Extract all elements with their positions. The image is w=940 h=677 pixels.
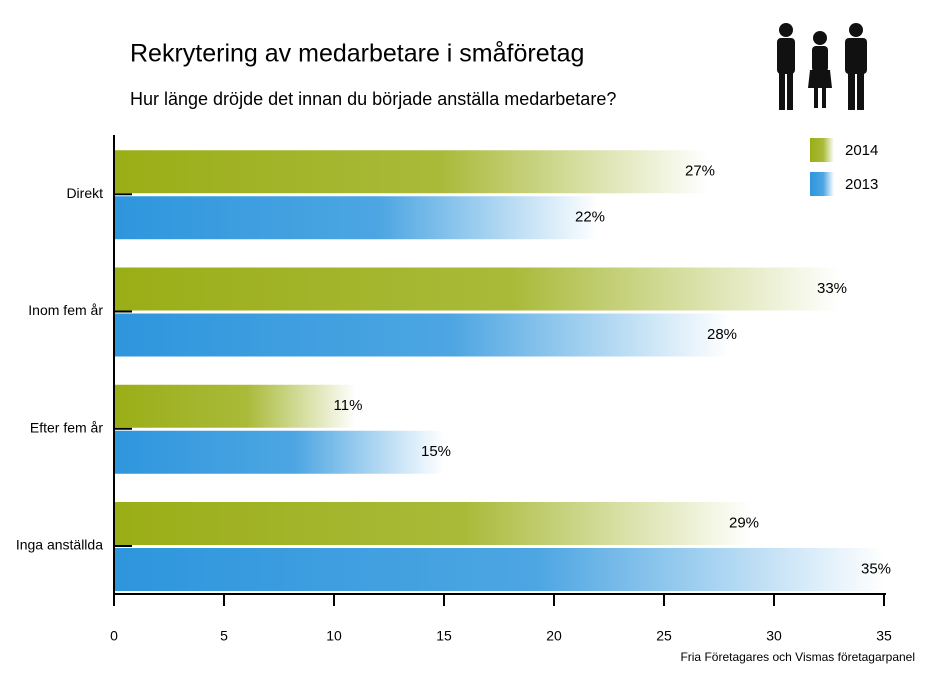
y-tick-label: Inom fem år <box>28 302 103 318</box>
legend-swatch <box>810 172 834 196</box>
people-icon <box>777 23 867 110</box>
value-label: 22% <box>575 209 605 226</box>
value-label: 27% <box>685 163 715 180</box>
value-label: 28% <box>707 326 737 343</box>
legend-label: 2013 <box>845 176 878 193</box>
chart-title: Rekrytering av medarbetare i småföretag <box>130 40 584 68</box>
x-tick-label: 15 <box>436 628 452 644</box>
value-label: 29% <box>729 514 759 531</box>
chart-subtitle: Hur länge dröjde det innan du började an… <box>130 89 616 109</box>
bar <box>114 502 752 545</box>
x-tick-label: 0 <box>110 628 118 644</box>
bar <box>114 430 444 474</box>
legend-label: 2014 <box>845 142 878 159</box>
legend-swatch <box>810 138 834 162</box>
bar <box>114 150 708 194</box>
value-label: 15% <box>421 443 451 460</box>
bar <box>114 548 884 591</box>
bar <box>114 384 356 428</box>
y-tick-label: Inga anställda <box>16 537 103 553</box>
x-tick-label: 5 <box>220 628 228 644</box>
x-tick-label: 20 <box>546 628 562 644</box>
bar <box>114 313 730 357</box>
x-tick-label: 35 <box>876 628 892 644</box>
source-note: Fria Företagares och Vismas företagarpan… <box>680 650 915 664</box>
value-label: 35% <box>861 560 891 577</box>
x-tick-label: 25 <box>656 628 672 644</box>
x-tick-label: 30 <box>766 628 782 644</box>
y-tick-label: Direkt <box>66 185 103 201</box>
value-label: 11% <box>334 397 363 414</box>
bar <box>114 196 598 240</box>
bar <box>114 267 840 311</box>
y-tick-label: Efter fem år <box>30 419 103 435</box>
x-tick-label: 10 <box>326 628 342 644</box>
value-label: 33% <box>817 280 847 297</box>
